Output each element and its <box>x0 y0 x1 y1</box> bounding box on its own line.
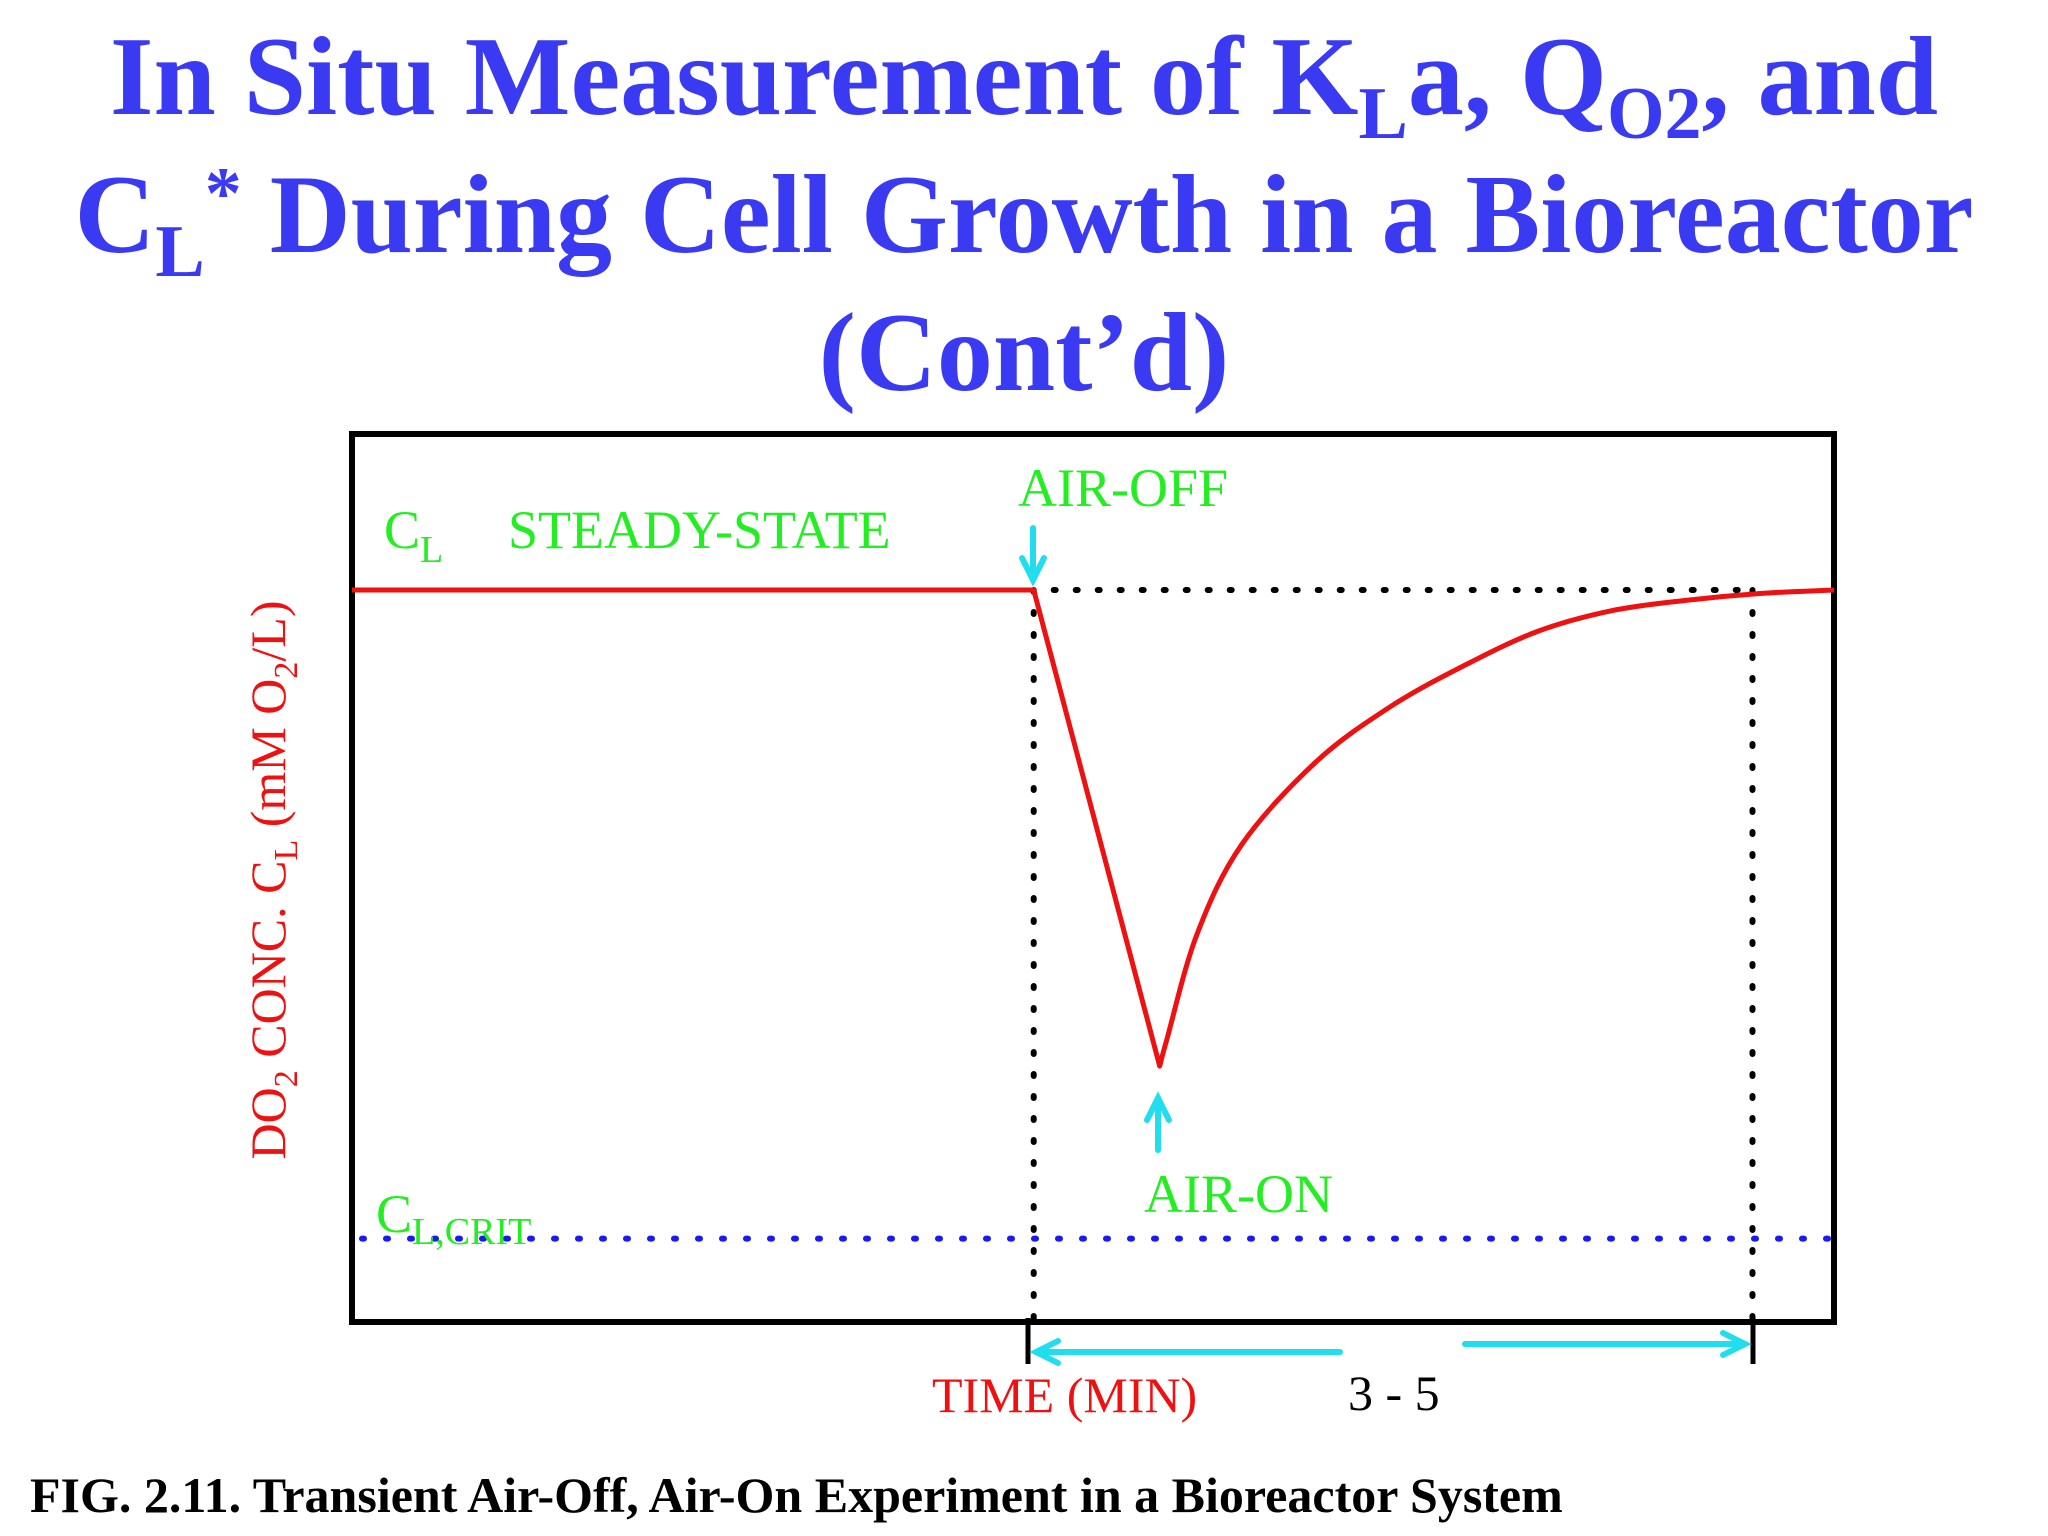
duration-label: 3 - 5 <box>1348 1365 1440 1421</box>
title-text: a, Q <box>1407 15 1607 139</box>
title-text: During Cell Growth in a Bioreactor <box>241 153 1974 277</box>
y-axis-label-subscript: 2 <box>268 1070 305 1087</box>
air-on-label: AIR-ON <box>1144 1164 1333 1224</box>
title-text: C <box>74 153 156 277</box>
y-axis-label: DO2 CONC. CL (mM O2/L) <box>240 601 305 1160</box>
critical-c: C <box>376 1184 412 1244</box>
title-subscript: O2 <box>1606 73 1702 155</box>
title-line-2: CL* During Cell Growth in a Bioreactor <box>0 146 2048 289</box>
title-line-1: In Situ Measurement of KLa, QO2, and <box>0 8 2048 151</box>
critical-concentration-label: CL,CRIT <box>376 1184 531 1253</box>
figure-caption: FIG. 2.11. Transient Air-Off, Air-On Exp… <box>30 1467 1563 1523</box>
y-axis-label-subscript: L <box>268 840 305 861</box>
steady-state-c: C <box>384 500 420 560</box>
y-axis-label-part: (mM O <box>240 679 296 840</box>
title-superscript: * <box>204 153 242 235</box>
title-text: , and <box>1701 15 1939 139</box>
steady-state-label: CL STEADY-STATE <box>384 500 891 571</box>
y-axis-label-part: /L) <box>240 601 296 662</box>
air-on-arrow-icon <box>1144 1091 1172 1153</box>
critical-subscript: L,CRIT <box>412 1211 531 1253</box>
title-subscript: L <box>1358 73 1408 155</box>
plot-frame <box>349 431 1837 1325</box>
duration-arrow-right-icon <box>1462 1330 1752 1358</box>
title-line-3: (Cont’d) <box>818 291 1230 415</box>
y-axis-label-subscript: 2 <box>268 662 305 679</box>
y-axis-label-part: CONC. C <box>240 861 296 1071</box>
title-subscript: L <box>155 211 205 293</box>
air-off-label: AIR-OFF <box>1018 458 1228 518</box>
steady-state-text: STEADY-STATE <box>508 500 891 560</box>
y-axis-label-part: DO <box>240 1087 296 1159</box>
slide-title: In Situ Measurement of KLa, QO2, and CL*… <box>0 8 2048 422</box>
title-text: In Situ Measurement of K <box>109 15 1359 139</box>
do2-concentration-curve <box>352 587 1835 1069</box>
x-axis-label: TIME (MIN) <box>932 1367 1197 1423</box>
duration-arrow-left-icon <box>1029 1338 1343 1366</box>
air-off-arrow-icon <box>1019 525 1047 587</box>
steady-state-subscript: L <box>420 529 443 571</box>
